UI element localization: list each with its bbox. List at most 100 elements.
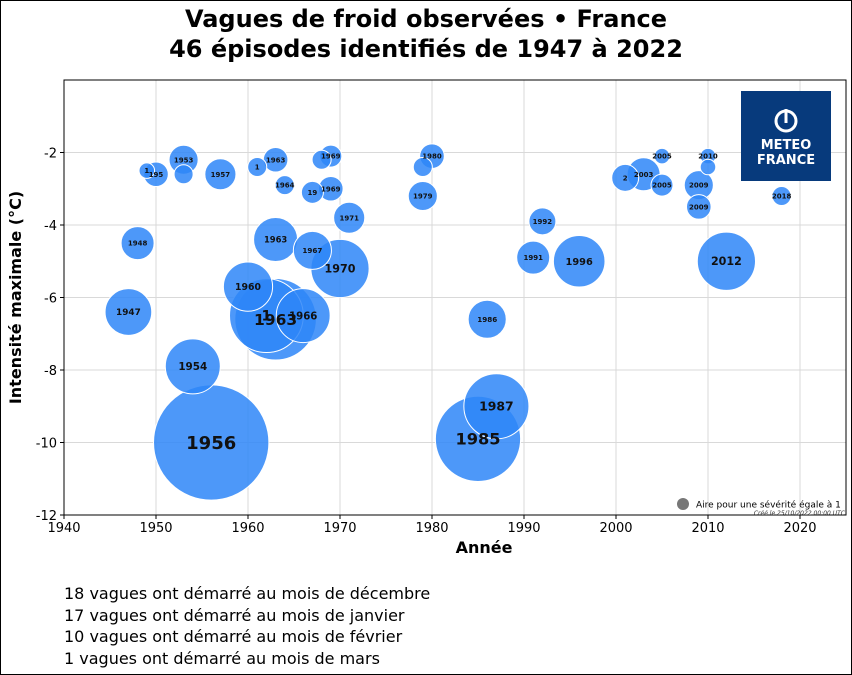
logo-text: FRANCE <box>757 153 815 168</box>
note-line: 1 vagues ont démarré au mois de mars <box>64 648 380 668</box>
bubble-2005 <box>650 173 674 197</box>
y-tick-label: -4 <box>44 219 57 234</box>
bubble-2012 <box>696 231 757 291</box>
bubble-label: 2012 <box>711 255 742 268</box>
logo-text: METEO <box>761 138 812 153</box>
bubble-label: 1 <box>262 309 272 325</box>
x-tick-label: 2010 <box>691 521 724 536</box>
bubble-label: 1957 <box>211 171 231 179</box>
x-tick-label: 1960 <box>231 521 264 536</box>
logo-emblem-bar <box>784 109 788 123</box>
legend-label: Aire pour une sévérité égale à 1 <box>696 500 841 511</box>
logo-background <box>741 91 831 181</box>
bubble-1971 <box>333 201 366 234</box>
bubble-label: 1987 <box>479 399 514 414</box>
y-tick-label: -8 <box>44 364 57 379</box>
bubble-1987 <box>463 373 530 440</box>
y-tick-label: -12 <box>36 509 57 524</box>
x-tick-label: 2000 <box>599 521 632 536</box>
bubble-1968 <box>311 149 332 170</box>
bubble-label: 1992 <box>533 218 553 226</box>
bubble-1949 <box>138 162 156 179</box>
bubble-label: 2010 <box>698 153 718 161</box>
bubble-label: 1963 <box>266 156 286 164</box>
notes-block: 18 vagues ont démarré au mois de décembr… <box>64 583 430 669</box>
bubble-label: 1979 <box>413 193 433 201</box>
note-line: 17 vagues ont démarré au mois de janvier <box>64 605 405 625</box>
creation-note: Créé le 25/10/2022 00:00 UTC <box>754 510 846 517</box>
bubble-1960 <box>222 261 274 312</box>
note-line: 10 vagues ont démarré au mois de février <box>64 627 403 646</box>
bubble-1953 <box>173 164 194 185</box>
bubble-1979 <box>412 156 433 178</box>
bubble-label: 1969 <box>321 153 341 161</box>
bubble-label: 19 <box>308 189 318 197</box>
bubble-label: 1954 <box>178 361 207 373</box>
bubble-label: 1967 <box>302 246 322 255</box>
bubble-1991 <box>516 240 551 275</box>
bubble-2010 <box>699 158 717 176</box>
x-tick-label: 2020 <box>783 521 816 536</box>
bubble-1961 <box>247 156 268 178</box>
bubble-1947 <box>104 288 153 336</box>
bubble-label: 2005 <box>652 182 672 190</box>
bubble-label: 195 <box>149 171 164 179</box>
y-axis-label: Intensité maximale (°C) <box>6 191 25 404</box>
bubble-label: 1986 <box>477 315 497 324</box>
bubble-label: 2009 <box>689 203 709 211</box>
x-tick-label: 1990 <box>507 521 540 536</box>
bubble-label: 1953 <box>174 156 194 164</box>
bubble-1954 <box>164 338 221 395</box>
bubble-1948 <box>120 226 155 261</box>
bubble-label: 1960 <box>235 282 261 293</box>
bubble-2009 <box>686 194 712 220</box>
bubble-1967 <box>292 230 332 270</box>
x-tick-label: 1970 <box>323 521 356 536</box>
bubble-label: 1947 <box>116 308 141 318</box>
bubble-2018 <box>771 185 792 207</box>
y-tick-label: -2 <box>44 147 57 162</box>
x-tick-label: 1940 <box>47 521 80 536</box>
bubble-label: 1966 <box>289 311 317 322</box>
note-line: 18 vagues ont démarré au mois de décembr… <box>64 584 431 603</box>
x-axis-label: Année <box>456 538 513 557</box>
bubble-label: 2 <box>623 174 628 182</box>
y-tick-label: -6 <box>44 292 57 307</box>
bubble-2001 <box>611 163 640 192</box>
bubble-label: 1963 <box>254 311 297 329</box>
chart-subtitle: 46 épisodes identifiés de 1947 à 2022 <box>169 35 683 63</box>
bubble-label: 1969 <box>321 185 341 193</box>
bubble-label: 1996 <box>566 257 593 268</box>
bubble-label: 1948 <box>128 240 148 248</box>
bubble-label: 1980 <box>422 153 442 161</box>
chart-title: Vagues de froid observées • France <box>184 5 668 33</box>
bubble-label: 1963 <box>264 235 287 245</box>
bubble-1979 <box>407 180 438 212</box>
bubble-label: 1956 <box>186 433 236 454</box>
bubble-label: 1964 <box>275 182 295 190</box>
bubble-label: 2005 <box>652 153 672 161</box>
bubble-1967 <box>300 180 324 204</box>
x-tick-label: 1980 <box>415 521 448 536</box>
bubble-label: 1 <box>255 164 260 172</box>
bubble-label: 1 <box>144 167 149 175</box>
bubble-label: 2018 <box>772 193 792 201</box>
bubble-label: 1970 <box>325 262 356 275</box>
bubble-label: 2003 <box>634 171 654 179</box>
bubble-2005 <box>653 147 671 165</box>
bubble-label: 1985 <box>455 430 500 449</box>
y-tick-label: -10 <box>36 437 57 452</box>
bubble-label: 1991 <box>523 254 543 262</box>
plot-border <box>63 79 847 516</box>
bubble-1992 <box>528 207 557 236</box>
x-tick-label: 1950 <box>139 521 172 536</box>
bubble-1966 <box>275 288 331 344</box>
bubble-label: 2009 <box>689 182 709 190</box>
bubble-1957 <box>204 158 237 191</box>
bubble-label: 1971 <box>339 214 359 222</box>
bubble-1996 <box>552 234 606 288</box>
bubble-1964 <box>274 175 295 196</box>
bubble-1986 <box>467 299 507 339</box>
